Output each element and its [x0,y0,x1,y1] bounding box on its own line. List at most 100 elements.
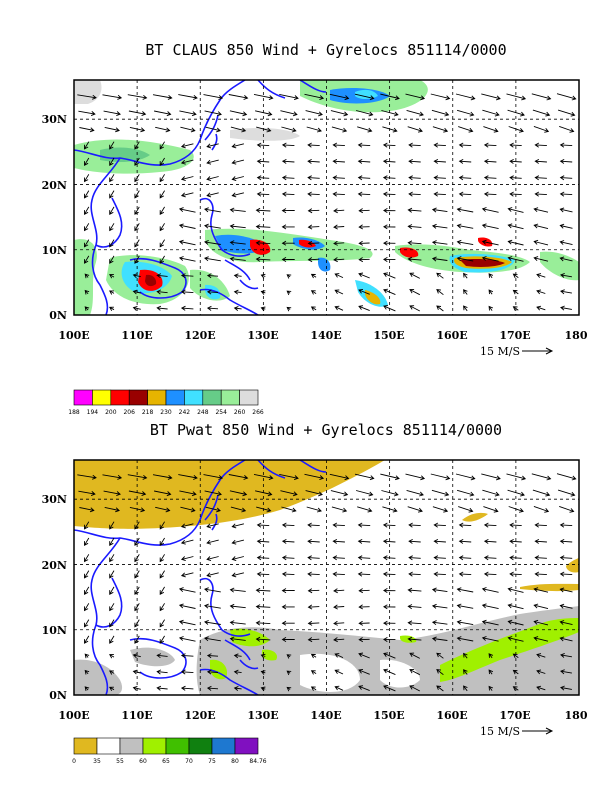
wind-arrow [156,653,168,659]
wind-arrow [330,490,349,497]
wind-arrow [436,289,444,296]
colorbar-level-label: 218 [142,409,154,416]
wind-arrow [132,653,141,659]
wind-arrow [229,587,246,593]
wind-arrow [507,489,525,497]
wind-arrow [509,571,522,577]
wind-arrow [508,506,524,513]
wind-arrow [256,571,270,577]
wind-arrow [332,142,345,148]
reference-arrow [522,727,554,735]
wind-arrow [383,305,396,312]
wind-arrow [286,654,292,659]
wind-arrow [559,125,575,133]
wind-arrow [409,305,421,312]
wind-arrow [332,538,345,544]
wind-arrow [458,142,472,148]
wind-arrow [456,223,474,229]
wind-arrow [458,158,472,164]
wind-arrow [358,288,370,295]
wind-arrow [334,305,344,311]
wind-arrow [206,669,219,675]
wind-arrow [180,289,194,295]
wind-arrow [433,571,446,577]
wind-arrow [256,506,272,513]
wind-arrow [159,554,165,563]
wind-arrow [281,257,295,262]
wind-arrow [255,636,271,642]
wind-arrow [483,191,497,197]
wind-arrow [231,556,245,562]
wind-arrow [154,110,172,117]
colorbar-swatch [220,389,240,406]
wind-arrow [436,305,444,312]
wind-arrow [482,109,500,117]
wind-arrow [206,289,219,295]
wind-arrow [431,109,450,117]
wind-arrow [431,620,448,626]
wind-arrow [180,143,194,149]
wind-arrow [509,191,522,197]
wind-arrow [132,305,141,311]
wind-arrow [483,522,497,528]
wind-arrow [109,537,115,546]
wind-arrow [109,290,115,295]
y-tick-label: 30N [42,493,67,506]
wind-arrow [286,670,292,676]
wind-arrow [159,239,165,248]
wind-arrow [280,490,298,497]
wind-arrow [332,175,345,181]
wind-arrow [204,636,221,642]
wind-arrow [109,174,115,183]
wind-arrow [178,256,196,262]
wind-arrow [178,587,196,593]
wind-arrow [533,239,549,246]
wind-arrow [456,587,474,593]
colorbar-level-label: 75 [208,758,216,765]
wind-arrow [231,192,245,198]
colorbar-level-label: 266 [252,409,264,416]
wind-arrow [256,538,270,544]
wind-arrow [431,240,448,246]
colorbar-swatch [165,737,190,755]
wind-arrow [281,571,295,577]
wind-arrow [306,506,322,513]
wind-arrow [506,473,527,481]
wind-arrow [307,588,320,594]
wind-arrow [481,223,499,230]
colorbar: 0 35 55 60 65 70 75 80 84.76 [72,737,267,765]
wind-arrow [329,93,350,101]
wind-arrow [556,473,577,481]
wind-arrow [159,570,165,579]
wind-arrow [534,571,547,577]
wind-arrow [488,669,494,675]
wind-arrow [134,586,140,595]
wind-arrow [436,669,444,676]
wind-arrow [358,240,370,246]
wind-arrow [456,489,475,497]
wind-arrow [559,191,573,197]
wind-arrow [286,306,292,312]
wind-arrow [204,239,221,245]
wind-arrow [84,570,90,579]
wind-arrow [206,685,219,691]
wind-arrow [560,652,572,658]
wind-arrow [433,191,446,197]
wind-arrow [159,141,165,150]
x-tick-label: 130E [247,709,278,722]
colorbar-swatch [165,389,185,406]
wind-arrow [355,490,374,497]
wind-arrow [481,619,499,626]
wind-arrow [260,670,266,675]
colorbar-swatch [110,389,130,406]
wind-arrow [431,636,448,642]
wind-arrow [307,158,320,164]
wind-arrow [405,473,426,481]
y-tick-label: 10N [42,624,67,637]
wind-arrow [407,256,422,262]
wind-arrow [310,306,317,311]
claus-panel: BT CLAUS 850 Wind + Gyrelocs 851114/0000 [42,41,588,416]
wind-arrow [559,142,573,148]
wind-arrow [433,175,446,181]
wind-arrow [307,538,320,544]
